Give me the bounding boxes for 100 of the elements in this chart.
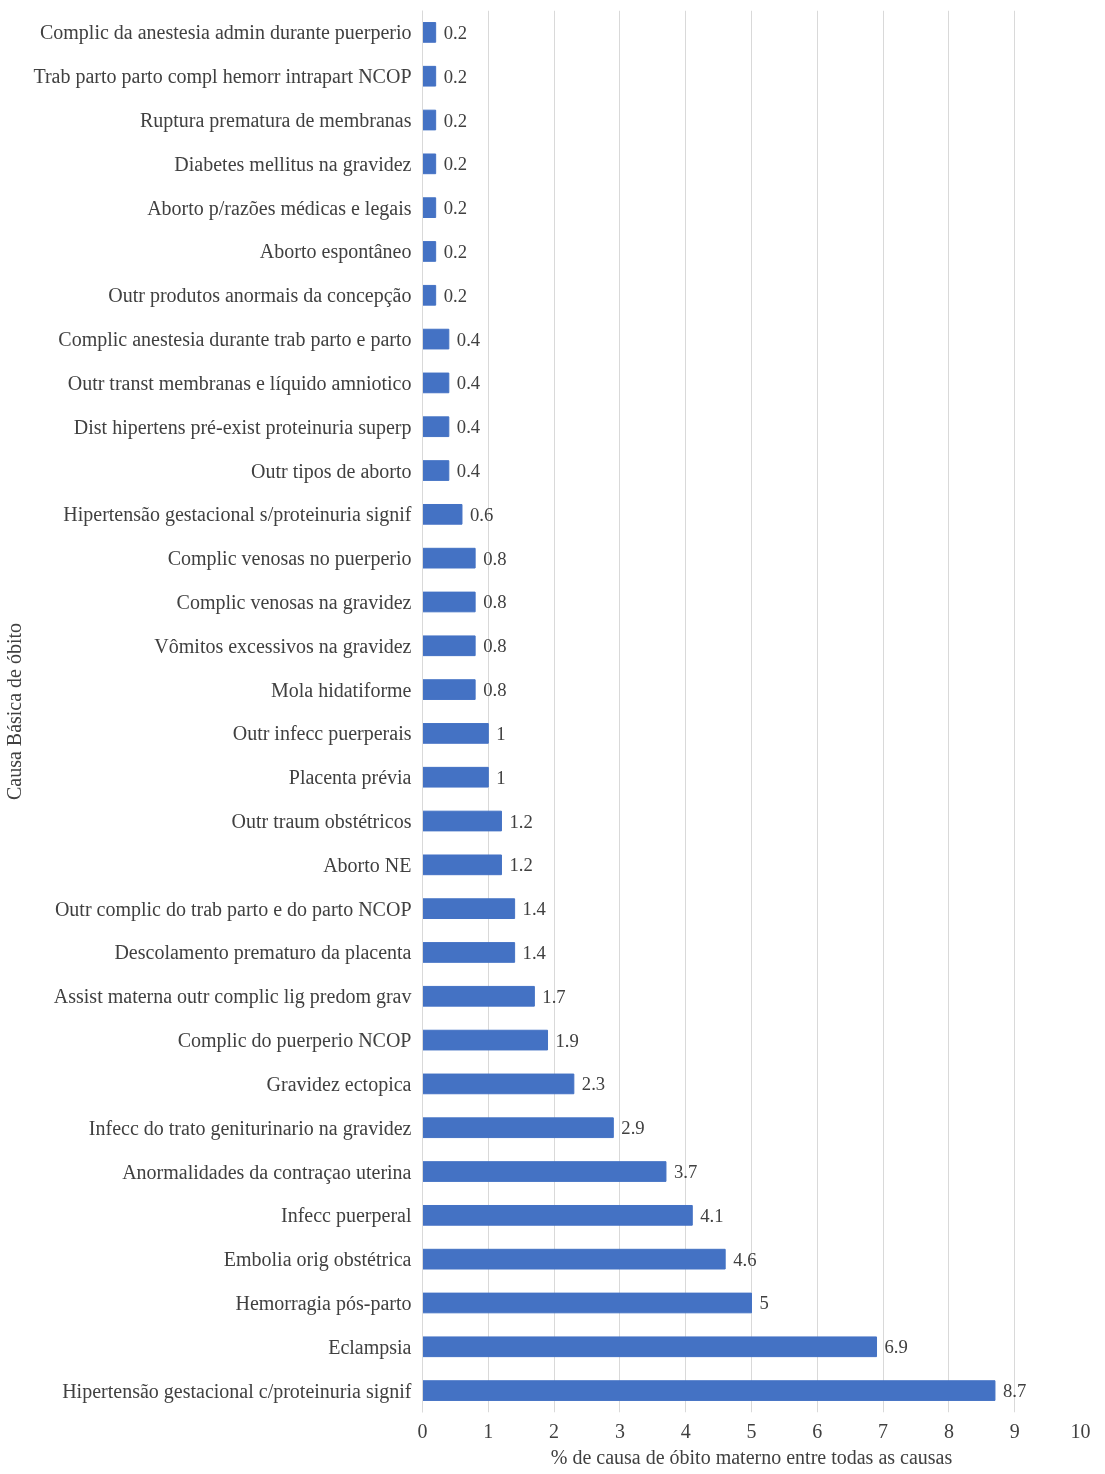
x-tick-label: 1 bbox=[483, 1419, 494, 1442]
data-label: 0.2 bbox=[443, 153, 467, 175]
y-tick-label: Eclampsia bbox=[328, 1335, 412, 1359]
bar bbox=[422, 1029, 549, 1051]
y-tick-label: Vômitos excessivos na gravidez bbox=[154, 634, 412, 658]
data-label: 0.4 bbox=[456, 372, 481, 394]
y-tick-label: Aborto espontâneo bbox=[259, 240, 412, 264]
bar bbox=[422, 1248, 726, 1270]
data-label: 0.2 bbox=[443, 240, 467, 262]
bar bbox=[422, 985, 535, 1007]
y-tick-label: Complic da anestesia admin durante puerperio bbox=[39, 21, 412, 45]
data-label: 0.8 bbox=[483, 635, 507, 657]
x-tick-label: 6 bbox=[812, 1419, 823, 1442]
data-label: 2.9 bbox=[621, 1117, 645, 1139]
data-label: 4.1 bbox=[700, 1204, 724, 1226]
y-tick-label: Assist materna outr complic lig predom grav bbox=[53, 985, 412, 1009]
data-label: 0.2 bbox=[443, 197, 467, 219]
bar bbox=[422, 1380, 996, 1401]
y-tick-label: Descolamento prematuro da placenta bbox=[114, 941, 412, 965]
x-tick-label: 8 bbox=[943, 1419, 954, 1442]
data-label: 1 bbox=[496, 722, 506, 744]
x-tick-label: 7 bbox=[878, 1419, 889, 1442]
bar bbox=[422, 723, 489, 744]
x-tick-label: 3 bbox=[614, 1419, 625, 1442]
data-label: 4.6 bbox=[733, 1248, 757, 1270]
data-label: 0.2 bbox=[443, 284, 467, 306]
y-tick-label: Trab parto parto compl hemorr intrapart NCOP bbox=[33, 65, 412, 89]
data-label: 0.2 bbox=[443, 109, 467, 131]
x-tick-label: 10 bbox=[1070, 1419, 1091, 1442]
y-tick-label: Complic do puerperio NCOP bbox=[177, 1029, 412, 1053]
bar bbox=[422, 109, 437, 131]
bar bbox=[422, 547, 476, 569]
bar bbox=[422, 1117, 614, 1139]
data-label: 0.2 bbox=[443, 21, 467, 43]
y-tick-label: Diabetes mellitus na gravidez bbox=[174, 152, 412, 176]
y-tick-label: Dist hipertens pré-exist proteinuria superp bbox=[73, 415, 412, 439]
data-label: 0.4 bbox=[456, 460, 481, 482]
y-tick-label: Complic venosas na gravidez bbox=[176, 590, 412, 614]
y-tick-label: Hemorragia pós-parto bbox=[235, 1291, 412, 1315]
data-label: 3.7 bbox=[673, 1161, 698, 1183]
y-tick-label: Aborto NE bbox=[323, 853, 412, 876]
y-tick-label: Complic venosas no puerperio bbox=[167, 547, 412, 571]
y-tick-label: Ruptura prematura de membranas bbox=[139, 109, 412, 133]
bar bbox=[422, 1161, 667, 1182]
data-label: 1.4 bbox=[522, 898, 547, 920]
y-tick-label: Hipertensão gestacional s/proteinuria signif bbox=[63, 503, 412, 527]
data-label: 5 bbox=[759, 1292, 769, 1314]
bar bbox=[422, 503, 463, 525]
bar bbox=[422, 328, 450, 350]
data-label: 0.8 bbox=[483, 591, 507, 613]
data-label: 1 bbox=[496, 766, 506, 788]
y-tick-label: Outr infecc puerperais bbox=[232, 722, 412, 746]
data-label: 6.9 bbox=[884, 1336, 908, 1358]
y-tick-label: Outr produtos anormais da concepção bbox=[108, 284, 412, 308]
data-label: 1.9 bbox=[555, 1029, 579, 1051]
y-tick-label: Anormalidades da contraçao uterina bbox=[122, 1160, 412, 1184]
data-label: 1.7 bbox=[542, 985, 566, 1007]
bar bbox=[422, 679, 476, 700]
x-tick-label: 2 bbox=[549, 1419, 560, 1442]
bar bbox=[422, 416, 450, 438]
y-tick-label: Infecc do trato geniturinario na gravidez bbox=[88, 1116, 412, 1140]
y-tick-label: Aborto p/razões médicas e legais bbox=[147, 196, 412, 220]
data-label: 0.6 bbox=[469, 503, 494, 525]
y-tick-label: Hipertensão gestacional c/proteinuria signif bbox=[62, 1379, 412, 1403]
bar bbox=[422, 1073, 575, 1095]
bar bbox=[422, 898, 516, 920]
x-tick-label: 9 bbox=[1009, 1419, 1020, 1442]
bar bbox=[422, 635, 476, 657]
y-tick-label: Outr tipos de aborto bbox=[250, 459, 412, 483]
bar bbox=[422, 1292, 752, 1314]
y-tick-label: Mola hidatiforme bbox=[270, 678, 412, 701]
y-tick-label: Gravidez ectopica bbox=[266, 1072, 412, 1096]
bar bbox=[422, 65, 437, 87]
data-label: 0.2 bbox=[443, 65, 467, 87]
bar bbox=[422, 766, 489, 788]
bar bbox=[422, 153, 437, 175]
bar bbox=[422, 591, 476, 613]
y-tick-label: Placenta prévia bbox=[288, 766, 412, 790]
bar bbox=[422, 810, 502, 832]
y-tick-label: Outr complic do trab parto e do parto NCOP bbox=[54, 897, 412, 921]
bar bbox=[422, 197, 437, 219]
data-label: 1.2 bbox=[509, 810, 533, 832]
data-label: 0.8 bbox=[483, 679, 507, 701]
data-label: 0.4 bbox=[456, 328, 481, 350]
y-tick-label: Outr transt membranas e líquido amniotico bbox=[67, 371, 412, 395]
y-tick-label: Complic anestesia durante trab parto e parto bbox=[58, 328, 412, 352]
x-axis-title: % de causa de óbito materno entre todas as causas bbox=[550, 1445, 953, 1468]
data-label: 0.4 bbox=[456, 416, 481, 438]
bar bbox=[422, 1204, 693, 1226]
bar bbox=[422, 241, 437, 262]
bar bbox=[422, 22, 437, 43]
data-label: 1.2 bbox=[509, 854, 533, 876]
data-label: 8.7 bbox=[1002, 1380, 1027, 1402]
data-label: 2.3 bbox=[581, 1073, 606, 1095]
bar bbox=[422, 854, 502, 876]
x-tick-label: 0 bbox=[417, 1419, 428, 1442]
y-tick-label: Outr traum obstétricos bbox=[231, 810, 412, 833]
y-tick-label: Embolia orig obstétrica bbox=[223, 1248, 412, 1272]
bar bbox=[422, 942, 516, 963]
bar bbox=[422, 372, 450, 394]
